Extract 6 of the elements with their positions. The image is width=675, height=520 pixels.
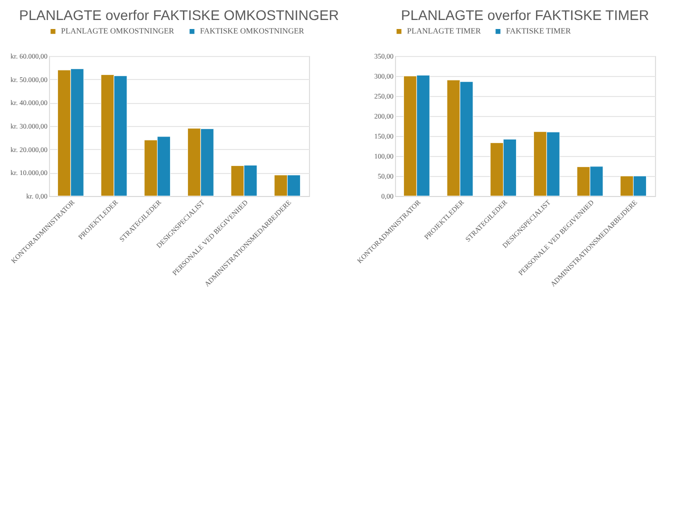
legend-label: FAKTISKE OMKOSTNINGER xyxy=(200,26,305,36)
chart-title: PLANLAGTE overfor FAKTISKE TIMER xyxy=(401,7,649,23)
legend-label: FAKTISKE TIMER xyxy=(506,26,572,36)
legend-label: PLANLAGTE OMKOSTNINGER xyxy=(61,26,175,36)
chart-title: PLANLAGTE overfor FAKTISKE OMKOSTNINGER xyxy=(19,7,339,23)
legend-label: PLANLAGTE TIMER xyxy=(407,26,482,36)
